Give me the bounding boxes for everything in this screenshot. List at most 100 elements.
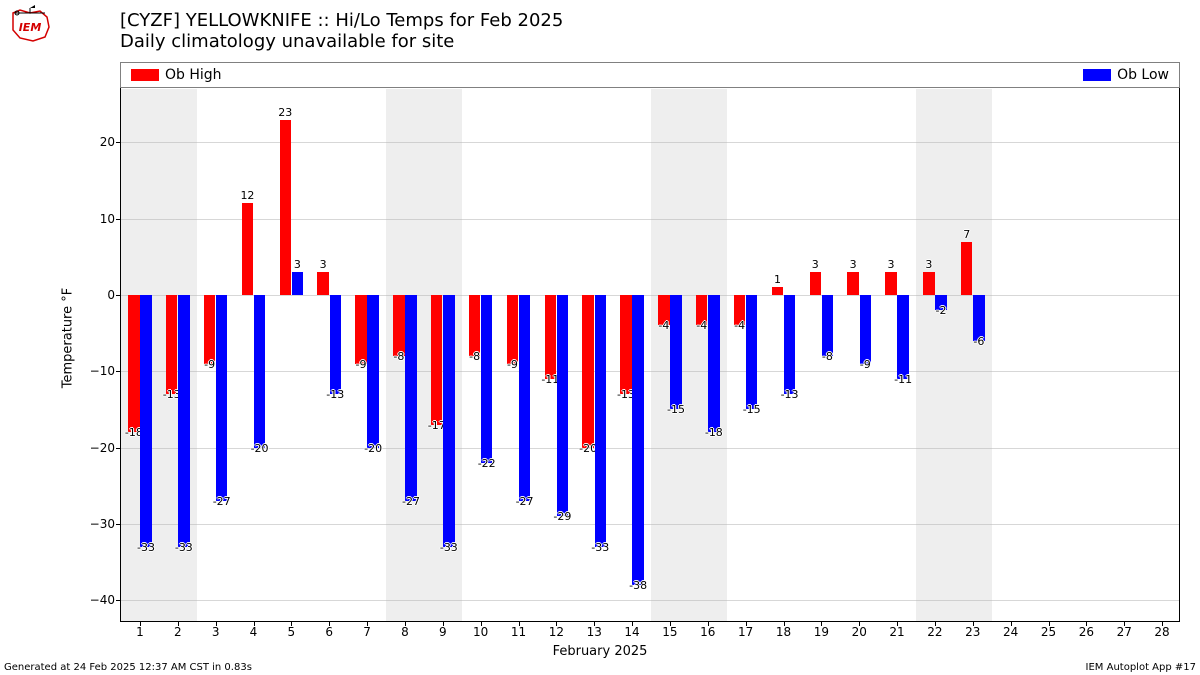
bar-low <box>822 295 833 356</box>
xtick-label: 3 <box>212 625 220 639</box>
bar-high-label: -9 <box>204 358 215 371</box>
xtick-mark <box>708 621 709 626</box>
gridline <box>121 448 1179 449</box>
xtick-label: 15 <box>662 625 677 639</box>
ytick-mark <box>116 524 121 525</box>
legend-item-high: Ob High <box>131 67 222 83</box>
xtick-mark <box>670 621 671 626</box>
xtick-mark <box>519 621 520 626</box>
bar-high <box>582 295 593 448</box>
bar-high <box>810 272 821 295</box>
xtick-label: 7 <box>363 625 371 639</box>
bar-high <box>507 295 518 364</box>
svg-text:IEM: IEM <box>19 21 42 34</box>
bar-high-label: 3 <box>812 258 819 271</box>
bar-high-label: -9 <box>356 358 367 371</box>
bar-high-label: -4 <box>696 319 707 332</box>
bar-low <box>557 295 568 516</box>
x-axis-label: February 2025 <box>553 644 648 659</box>
xtick-label: 28 <box>1154 625 1169 639</box>
chart-title: [CYZF] YELLOWKNIFE :: Hi/Lo Temps for Fe… <box>120 10 563 31</box>
bar-high <box>772 287 783 295</box>
weekend-band <box>916 89 992 621</box>
iem-logo: IEM <box>5 5 55 45</box>
xtick-label: 17 <box>738 625 753 639</box>
xtick-mark <box>329 621 330 626</box>
ytick-label: 20 <box>100 135 115 149</box>
ytick-mark <box>116 448 121 449</box>
xtick-mark <box>784 621 785 626</box>
legend-label-high: Ob High <box>165 67 222 83</box>
xtick-label: 2 <box>174 625 182 639</box>
legend-swatch-high <box>131 69 159 81</box>
bar-high <box>128 295 139 432</box>
bar-high-label: 1 <box>774 273 781 286</box>
bar-low-label: -9 <box>860 358 871 371</box>
bar-high <box>355 295 366 364</box>
xtick-mark <box>632 621 633 626</box>
bar-low <box>216 295 227 501</box>
bar-low-label: -20 <box>364 442 382 455</box>
ytick-label: −40 <box>90 593 115 607</box>
bar-high <box>847 272 858 295</box>
bar-low-label: -8 <box>822 350 833 363</box>
bar-low <box>519 295 530 501</box>
gridline <box>121 524 1179 525</box>
ytick-label: −10 <box>90 364 115 378</box>
xtick-label: 13 <box>587 625 602 639</box>
bar-high-label: -8 <box>469 350 480 363</box>
bar-high-label: -8 <box>393 350 404 363</box>
bar-low-label: -13 <box>781 388 799 401</box>
bar-low-label: -33 <box>175 541 193 554</box>
bar-high-label: 3 <box>888 258 895 271</box>
bar-low <box>178 295 189 547</box>
bar-low <box>292 272 303 295</box>
ytick-mark <box>116 142 121 143</box>
bar-low <box>595 295 606 547</box>
xtick-mark <box>443 621 444 626</box>
xtick-mark <box>859 621 860 626</box>
bar-low <box>254 295 265 448</box>
xtick-mark <box>1011 621 1012 626</box>
bar-low <box>897 295 908 379</box>
bar-low <box>670 295 681 409</box>
xtick-mark <box>216 621 217 626</box>
bar-low <box>443 295 454 547</box>
footer-app-id: IEM Autoplot App #17 <box>1086 662 1196 673</box>
bar-high-label: 23 <box>278 106 292 119</box>
bar-low <box>367 295 378 448</box>
bar-high-label: -4 <box>658 319 669 332</box>
xtick-label: 18 <box>776 625 791 639</box>
xtick-mark <box>746 621 747 626</box>
xtick-label: 27 <box>1117 625 1132 639</box>
bar-high <box>545 295 556 379</box>
xtick-label: 5 <box>288 625 296 639</box>
bar-low-label: -38 <box>629 579 647 592</box>
legend: Ob High Ob Low <box>120 62 1180 88</box>
bar-high-label: 3 <box>320 258 327 271</box>
xtick-label: 8 <box>401 625 409 639</box>
xtick-label: 16 <box>700 625 715 639</box>
xtick-label: 24 <box>1003 625 1018 639</box>
bar-low-label: -27 <box>213 495 231 508</box>
chart-canvas: −40−30−20−100102012345678910111213141516… <box>121 89 1179 621</box>
bar-high <box>317 272 328 295</box>
bar-high <box>961 242 972 295</box>
bar-low-label: -27 <box>516 495 534 508</box>
xtick-mark <box>367 621 368 626</box>
bar-low-label: -18 <box>705 426 723 439</box>
xtick-label: 22 <box>927 625 942 639</box>
bar-low-label: -22 <box>478 457 496 470</box>
ytick-mark <box>116 371 121 372</box>
bar-low-label: 3 <box>294 258 301 271</box>
xtick-label: 21 <box>889 625 904 639</box>
xtick-label: 25 <box>1041 625 1056 639</box>
xtick-mark <box>1086 621 1087 626</box>
xtick-label: 19 <box>814 625 829 639</box>
bar-low-label: -6 <box>973 335 984 348</box>
bar-low-label: -33 <box>591 541 609 554</box>
xtick-mark <box>1049 621 1050 626</box>
bar-high <box>242 203 253 295</box>
gridline <box>121 600 1179 601</box>
xtick-label: 9 <box>439 625 447 639</box>
